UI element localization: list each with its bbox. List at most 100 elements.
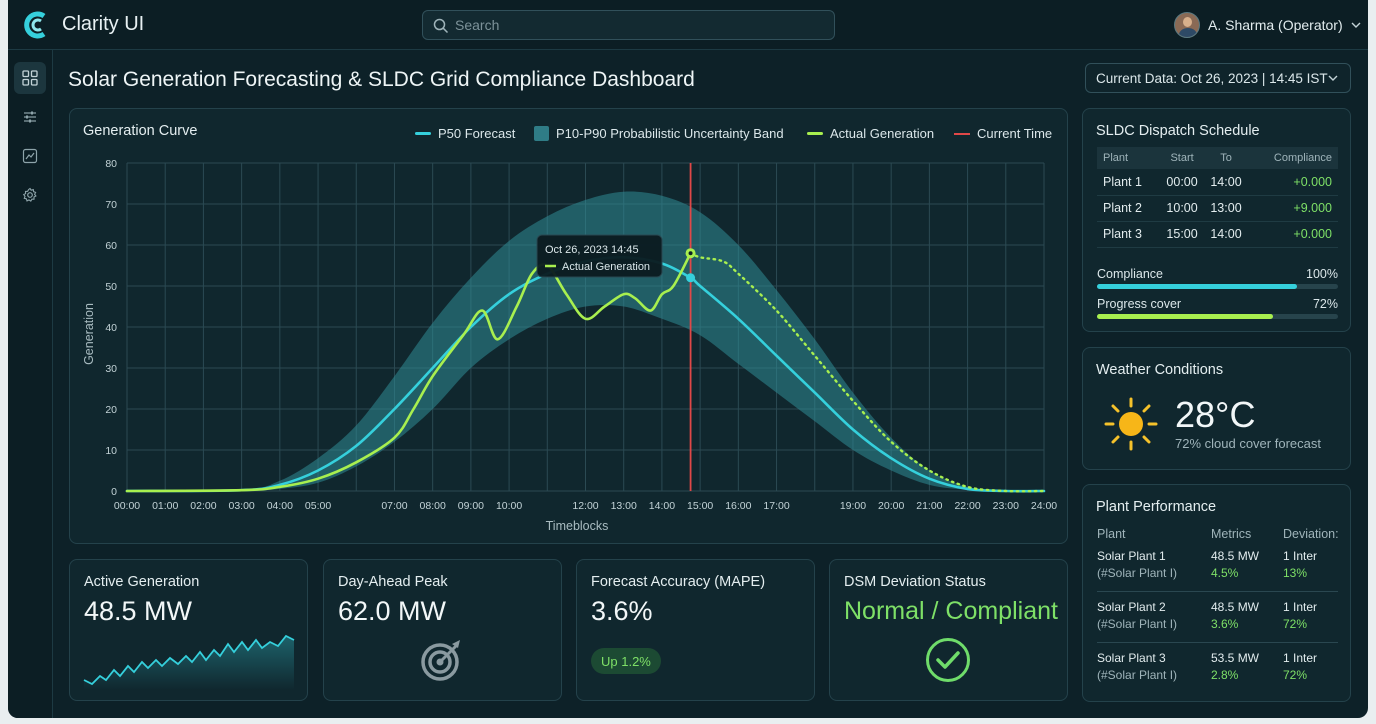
sparkline (83, 634, 295, 690)
dispatch-table: Plant Start To Compliance Plant 1 00:00 … (1097, 147, 1338, 248)
sidebar-item-reports[interactable] (14, 140, 46, 172)
x-tick-label: 23:00 (993, 500, 1019, 512)
legend-label-p50: P50 Forecast (438, 126, 516, 141)
kpi-active-generation[interactable]: Active Generation 48.5 MW (69, 559, 308, 701)
progress-cover-label: Progress cover (1097, 297, 1182, 311)
accuracy-change-badge: Up 1.2% (591, 648, 661, 674)
plant-name: Solar Plant 1 (1097, 549, 1166, 563)
kpi-active-value: 48.5 MW (84, 596, 193, 626)
plant-performance-panel: Plant Performance Plant Metrics Deviatio… (1082, 484, 1351, 702)
perf-col-plant: Plant (1097, 527, 1126, 541)
table-row[interactable]: Plant 2 10:00 13:00 +9.000 (1097, 195, 1338, 222)
cell-start: 10:00 (1160, 195, 1205, 222)
search-box[interactable] (422, 10, 835, 40)
x-tick-label: 21:00 (916, 500, 942, 512)
plant-name: Solar Plant 3 (1097, 651, 1166, 665)
tooltip-date: Oct 26, 2023 14:45 (545, 244, 639, 256)
x-tick-label: 13:00 (611, 500, 637, 512)
y-tick-label: 0 (111, 486, 117, 498)
cell-compliance: +9.000 (1247, 195, 1338, 222)
x-tick-label: 19:00 (840, 500, 866, 512)
sidebar (8, 50, 53, 718)
gear-icon (22, 187, 37, 202)
x-tick-label: 16:00 (725, 500, 751, 512)
col-plant: Plant (1097, 147, 1161, 169)
legend-label-band: P10-P90 Probabilistic Uncertainty Band (556, 126, 784, 141)
plant-name: Solar Plant 2 (1097, 600, 1166, 614)
x-tick-label: 08:00 (420, 500, 446, 512)
page-title: Solar Generation Forecasting & SLDC Grid… (68, 68, 695, 91)
list-item[interactable]: Solar Plant 2 (#Solar Plant I) 48.5 MW 3… (1097, 591, 1338, 642)
cell-to: 14:00 (1204, 221, 1248, 248)
sidebar-item-dashboard[interactable] (14, 62, 46, 94)
y-tick-label: 10 (105, 445, 117, 457)
generation-curve-panel: Generation Curve P50 Forecast P10-P90 Pr… (69, 108, 1068, 544)
plant-dev: 1 Inter (1283, 651, 1318, 665)
check-circle-icon (926, 638, 970, 682)
kpi-peak-value: 62.0 MW (338, 596, 447, 626)
avatar (1174, 12, 1200, 38)
kpi-day-ahead-peak[interactable]: Day-Ahead Peak 62.0 MW (323, 559, 562, 701)
plant-sub: (#Solar Plant I) (1097, 617, 1178, 631)
kpi-forecast-accuracy[interactable]: Forecast Accuracy (MAPE) 3.6% Up 1.2% (576, 559, 815, 701)
kpi-dsm-status[interactable]: DSM Deviation Status Normal / Compliant (829, 559, 1068, 701)
list-item[interactable]: Solar Plant 3 (#Solar Plant I) 53.5 MW 2… (1097, 642, 1338, 693)
kpi-dsm-value: Normal / Compliant (844, 597, 1058, 625)
user-name: A. Sharma (Operator) (1208, 17, 1343, 33)
dispatch-table-header: Plant Start To Compliance (1097, 147, 1338, 169)
sidebar-item-settings[interactable] (14, 179, 46, 211)
x-tick-label: 17:00 (763, 500, 789, 512)
actual-projection-line (689, 252, 1046, 493)
cell-start: 00:00 (1160, 169, 1205, 196)
actual-current-point-core (688, 251, 693, 256)
x-tick-label: 24:00 (1031, 500, 1057, 512)
plant-mw: 53.5 MW (1211, 651, 1260, 665)
performance-title: Plant Performance (1096, 499, 1217, 515)
progress-cover-value: 72% (1312, 297, 1338, 311)
col-compliance: Compliance (1247, 147, 1338, 169)
tooltip-series: Actual Generation (562, 261, 650, 273)
y-tick-label: 40 (105, 322, 117, 334)
search-icon (433, 18, 449, 34)
legend-swatch-current (954, 132, 970, 135)
actual-generation-line (125, 251, 692, 493)
plant-sub: (#Solar Plant I) (1097, 668, 1178, 682)
x-tick-label: 04:00 (267, 500, 293, 512)
x-tick-label: 15:00 (687, 500, 713, 512)
generation-chart: 0 10 20 30 40 50 60 70 80 00:00 01:00 02:00 03:00 04:… (82, 158, 1057, 533)
plant-mw: 48.5 MW (1211, 549, 1260, 563)
x-tick-label: 22:00 (954, 500, 980, 512)
search-input[interactable] (455, 11, 825, 39)
x-axis-label: Timeblocks (546, 519, 609, 533)
legend-swatch-p50 (415, 132, 431, 135)
app-window: Clarity UI A. Sharma (Operator) (8, 0, 1368, 718)
compliance-bar-value: 100% (1306, 267, 1338, 281)
plant-dev-pct: 72% (1283, 668, 1308, 682)
y-axis-label: Generation (82, 303, 96, 365)
sliders-icon (24, 111, 36, 123)
x-tick-label: 20:00 (878, 500, 904, 512)
kpi-accuracy-title: Forecast Accuracy (MAPE) (591, 574, 766, 590)
temperature: 28°C (1175, 394, 1256, 435)
perf-col-deviation: Deviation: (1283, 527, 1339, 541)
progress-cover-fill (1097, 314, 1273, 319)
app-title: Clarity UI (62, 13, 145, 35)
cell-plant: Plant 3 (1097, 221, 1161, 248)
user-menu[interactable]: A. Sharma (Operator) (1174, 12, 1361, 38)
current-data-dropdown[interactable]: Current Data: Oct 26, 2023 | 14:45 IST (1085, 63, 1351, 93)
cell-compliance: +0.000 (1247, 221, 1338, 248)
col-to: To (1204, 147, 1248, 169)
sidebar-item-settings-sliders[interactable] (14, 101, 46, 133)
legend-swatch-actual (807, 132, 823, 135)
p50-current-point (686, 273, 696, 283)
list-item[interactable]: Solar Plant 1 (#Solar Plant I) 48.5 MW 4… (1097, 545, 1338, 596)
y-tick-label: 50 (105, 281, 117, 293)
y-tick-label: 70 (105, 199, 117, 211)
clarity-logo-icon (24, 11, 46, 39)
table-row[interactable]: Plant 1 00:00 14:00 +0.000 (1097, 169, 1338, 196)
table-row[interactable]: Plant 3 15:00 14:00 +0.000 (1097, 221, 1338, 248)
x-tick-label: 12:00 (572, 500, 598, 512)
x-tick-label: 14:00 (649, 500, 675, 512)
kpi-dsm-title: DSM Deviation Status (844, 574, 986, 590)
dispatch-title: SLDC Dispatch Schedule (1096, 123, 1260, 139)
